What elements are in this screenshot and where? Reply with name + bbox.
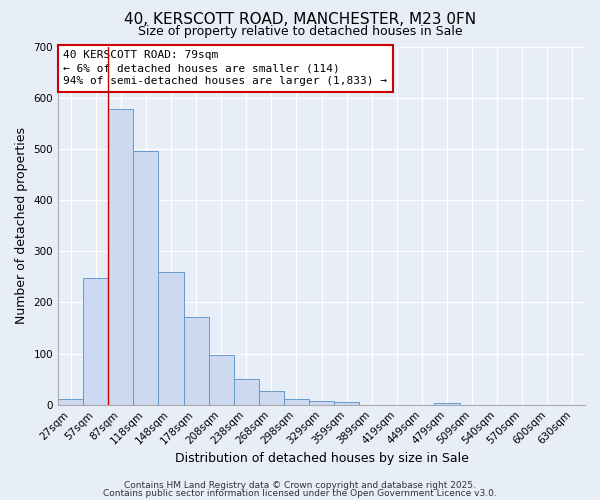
- Bar: [334, 402, 359, 404]
- Bar: [233, 379, 259, 404]
- Text: Size of property relative to detached houses in Sale: Size of property relative to detached ho…: [137, 25, 463, 38]
- Bar: [284, 398, 309, 404]
- Bar: [309, 400, 334, 404]
- Bar: [58, 398, 83, 404]
- Bar: [133, 152, 158, 404]
- Text: Contains HM Land Registry data © Crown copyright and database right 2025.: Contains HM Land Registry data © Crown c…: [124, 481, 476, 490]
- Text: 40 KERSCOTT ROAD: 79sqm
← 6% of detached houses are smaller (114)
94% of semi-de: 40 KERSCOTT ROAD: 79sqm ← 6% of detached…: [64, 50, 388, 86]
- Bar: [184, 316, 209, 404]
- Bar: [209, 355, 233, 405]
- Bar: [259, 391, 284, 404]
- Bar: [158, 272, 184, 404]
- Text: 40, KERSCOTT ROAD, MANCHESTER, M23 0FN: 40, KERSCOTT ROAD, MANCHESTER, M23 0FN: [124, 12, 476, 28]
- Text: Contains public sector information licensed under the Open Government Licence v3: Contains public sector information licen…: [103, 488, 497, 498]
- Y-axis label: Number of detached properties: Number of detached properties: [15, 127, 28, 324]
- X-axis label: Distribution of detached houses by size in Sale: Distribution of detached houses by size …: [175, 452, 469, 465]
- Bar: [434, 403, 460, 404]
- Bar: [83, 278, 108, 404]
- Bar: [108, 109, 133, 405]
